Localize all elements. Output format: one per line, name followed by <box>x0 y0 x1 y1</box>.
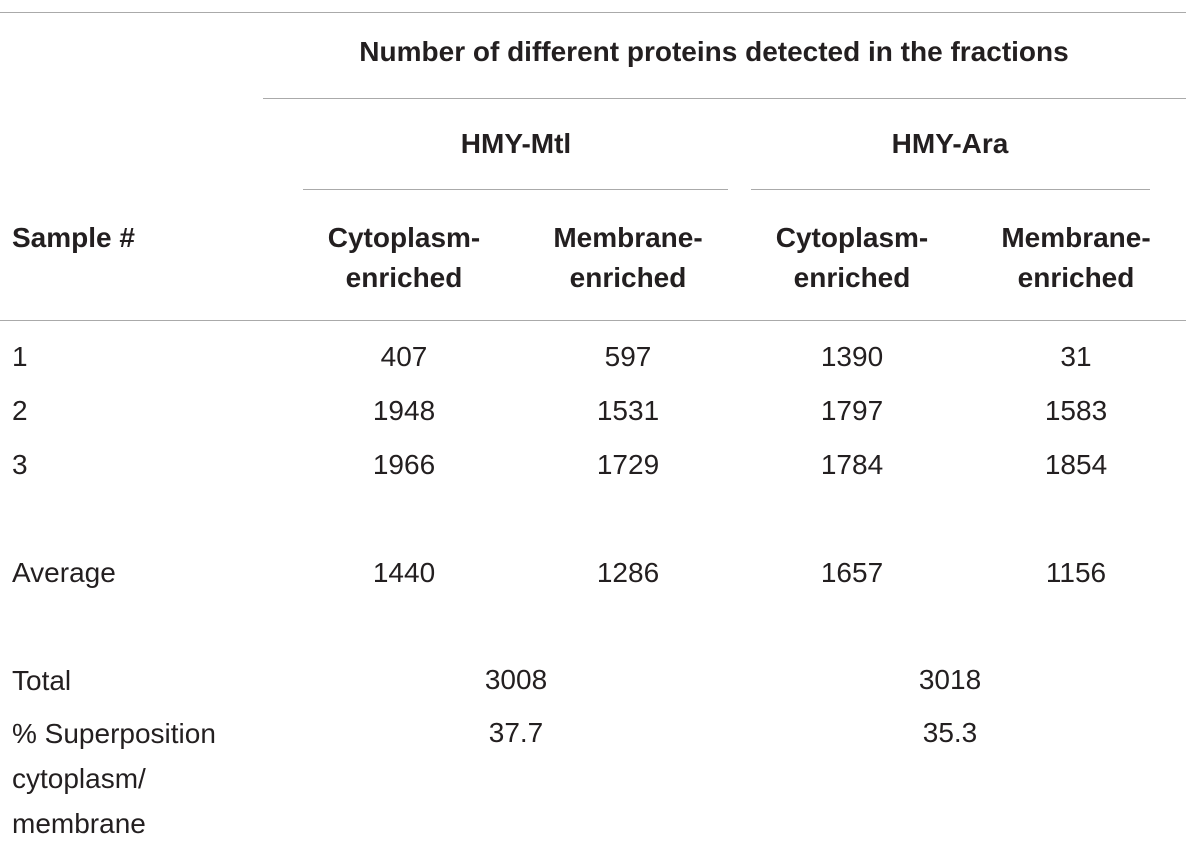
cell: 3008 <box>484 664 548 695</box>
rule <box>303 189 728 190</box>
cell: 35.3 <box>922 717 978 748</box>
row-label: 2 <box>12 395 28 426</box>
rule <box>751 189 1150 190</box>
cell: 1948 <box>372 395 436 426</box>
row-label: 3 <box>12 449 28 480</box>
cell: 1966 <box>372 449 436 480</box>
column-header: Membrane-enriched <box>1001 222 1151 293</box>
cell: 1156 <box>1045 557 1107 588</box>
cell: 1286 <box>596 557 660 588</box>
cell: 1440 <box>372 557 436 588</box>
group-header: HMY-Ara <box>891 128 1009 159</box>
rule <box>0 12 1186 13</box>
cell: 1729 <box>596 449 660 480</box>
cell: 407 <box>380 341 428 372</box>
row-header: Sample # <box>12 222 135 253</box>
cell: 1784 <box>820 449 884 480</box>
cell: 1583 <box>1044 395 1108 426</box>
rule <box>0 320 1186 321</box>
cell: 1797 <box>820 395 884 426</box>
cell: 3018 <box>918 664 982 695</box>
row-label: 1 <box>12 341 28 372</box>
rule <box>263 98 1186 99</box>
column-header: Cytoplasm-enriched <box>775 222 929 293</box>
row-label: Average <box>12 557 116 588</box>
cell: 597 <box>604 341 652 372</box>
cell: 1657 <box>820 557 884 588</box>
cell: 37.7 <box>488 717 544 748</box>
column-header: Cytoplasm-enriched <box>327 222 481 293</box>
group-header: HMY-Mtl <box>460 128 572 159</box>
cell: 1390 <box>820 341 884 372</box>
spanner-header: Number of different proteins detected in… <box>359 36 1069 67</box>
cell: 31 <box>1060 341 1092 372</box>
column-header: Membrane-enriched <box>553 222 703 293</box>
row-label: Total <box>12 665 72 696</box>
cell: 1531 <box>596 395 660 426</box>
row-label: % Superposition cytoplasm/ membrane <box>12 718 216 839</box>
cell: 1854 <box>1044 449 1108 480</box>
